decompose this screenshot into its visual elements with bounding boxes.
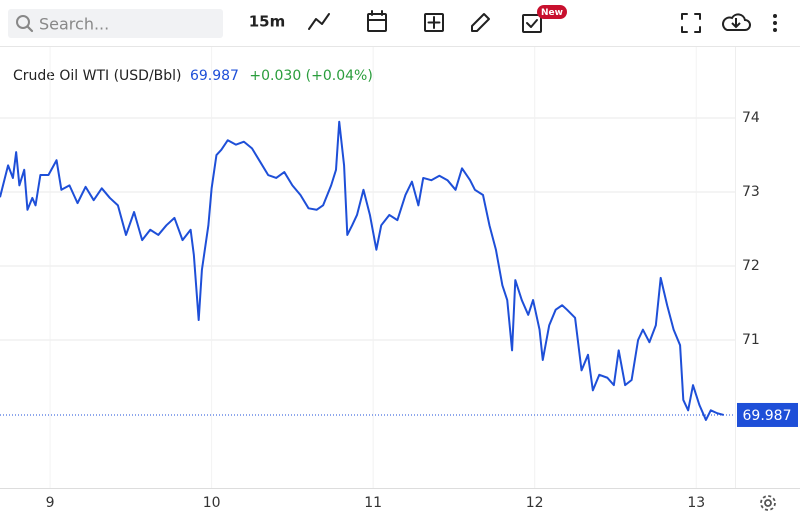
x-tick-label: 9 xyxy=(46,495,55,511)
add-indicator-button[interactable] xyxy=(424,13,444,32)
chart-type-button[interactable] xyxy=(308,13,330,30)
y-tick-label: 73 xyxy=(742,184,760,200)
settings-button[interactable] xyxy=(760,495,776,511)
menu-button[interactable] xyxy=(773,14,777,32)
x-tick-label: 13 xyxy=(687,495,705,511)
badge-text: New xyxy=(541,8,563,18)
legend: Crude Oil WTI (USD/Bbl) 69.987 +0.030 (+… xyxy=(13,68,373,84)
x-tick-label: 10 xyxy=(203,495,221,511)
y-tick-label: 71 xyxy=(742,332,760,348)
plot: 71 72 73 74 9 10 11 12 13 xyxy=(0,47,760,511)
new-badge: New xyxy=(537,5,567,19)
x-tick-label: 11 xyxy=(364,495,382,511)
search-placeholder: Search... xyxy=(39,15,109,34)
draw-button[interactable] xyxy=(471,13,490,32)
fullscreen-button[interactable] xyxy=(681,13,701,33)
last-price: 69.987 xyxy=(190,68,239,84)
download-button[interactable] xyxy=(722,13,751,31)
interval-button[interactable]: 15m xyxy=(249,13,286,31)
last-price-tag-label: 69.987 xyxy=(743,408,792,424)
calendar-button[interactable] xyxy=(367,10,387,32)
price-line xyxy=(0,120,724,421)
y-tick-label: 72 xyxy=(742,258,760,274)
events-button[interactable] xyxy=(522,14,542,33)
instrument-name: Crude Oil WTI (USD/Bbl) xyxy=(13,68,182,84)
y-tick-label: 74 xyxy=(742,110,760,126)
price-change: +0.030 (+0.04%) xyxy=(249,68,372,84)
last-price-tag xyxy=(737,402,798,427)
x-tick-label: 12 xyxy=(526,495,544,511)
search-box[interactable]: Search... xyxy=(8,9,223,38)
